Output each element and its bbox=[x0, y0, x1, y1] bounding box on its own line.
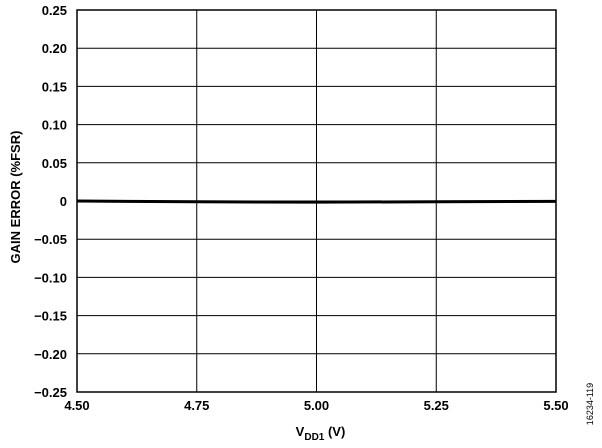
x-axis-title-suffix: (V) bbox=[324, 424, 345, 439]
y-tick-label: 0.15 bbox=[42, 79, 67, 94]
y-tick-label: −0.10 bbox=[34, 270, 67, 285]
x-tick-label: 5.00 bbox=[304, 398, 329, 413]
y-tick-labels: 0.25 0.20 0.15 0.10 0.05 0 −0.05 −0.10 −0.15 −0.2… bbox=[34, 3, 67, 400]
x-tick-labels: 4.50 4.75 5.00 5.25 5.50 bbox=[64, 398, 568, 413]
y-tick-label: 0 bbox=[60, 194, 67, 209]
series-group bbox=[76, 199, 557, 204]
x-tick-label: 4.50 bbox=[64, 398, 89, 413]
figure-id: 16234-119 bbox=[585, 383, 595, 425]
y-tick-label: 0.25 bbox=[42, 3, 67, 18]
y-tick-label: 0.05 bbox=[42, 156, 67, 171]
y-tick-label: 0.10 bbox=[42, 118, 67, 133]
x-axis-title-main: V bbox=[296, 424, 305, 439]
series-line bbox=[76, 199, 557, 204]
y-axis-title: GAIN ERROR (%FSR) bbox=[8, 131, 23, 264]
y-tick-label: −0.15 bbox=[34, 309, 67, 324]
x-tick-label: 4.75 bbox=[184, 398, 209, 413]
y-tick-label: −0.25 bbox=[34, 385, 67, 400]
x-axis-title-subscript: DD1 bbox=[304, 432, 324, 443]
x-tick-label: 5.25 bbox=[424, 398, 449, 413]
x-tick-label: 5.50 bbox=[543, 398, 568, 413]
y-tick-label: 0.20 bbox=[42, 41, 67, 56]
x-axis-title: VDD1 (V) bbox=[296, 424, 346, 443]
y-tick-label: −0.05 bbox=[34, 232, 67, 247]
y-tick-label: −0.20 bbox=[34, 347, 67, 362]
